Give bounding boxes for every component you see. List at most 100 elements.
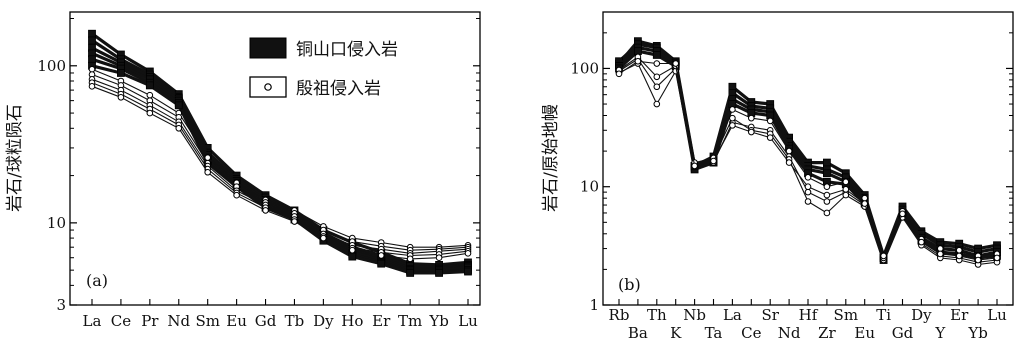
panel-b-point-circle <box>823 198 831 205</box>
panel-b-point-circle <box>823 191 831 199</box>
panel-b-xtick-label-K: K <box>670 324 682 342</box>
panel-b-point-circle <box>955 247 963 254</box>
panel-b-point-circle <box>653 60 661 67</box>
panel-b-point-circle <box>955 252 963 260</box>
panel-b-xtick-label-Sm: Sm <box>834 306 859 324</box>
panel-b-point-circle <box>766 117 774 125</box>
panel-a-point-circle <box>146 109 154 117</box>
panel-b-point-circle <box>937 245 944 252</box>
panel-b-label: (b) <box>618 275 641 294</box>
panel-a-ytick-label: 10 <box>47 214 66 232</box>
panel-a-point-square <box>348 252 357 261</box>
panel-b-point-circle <box>918 238 925 246</box>
panel-b-ytick-label: 1 <box>589 296 599 314</box>
panel-b-point-circle <box>974 256 982 264</box>
panel-b-ylabel: 岩石/原始地幔 <box>541 104 561 212</box>
panel-a-point-circle <box>233 191 240 199</box>
panel-b-point-circle <box>729 122 736 129</box>
panel-b-point-circle <box>993 254 1001 262</box>
panel-a-xtick-label-Tm: Tm <box>398 312 422 330</box>
panel-b-xtick-label-Hf: Hf <box>799 306 819 324</box>
panel-b-point-square <box>634 47 642 56</box>
panel-b-point-circle <box>672 60 680 67</box>
panel-a-point-square <box>435 269 443 277</box>
panel-a-xtick-label-Ho: Ho <box>341 312 363 330</box>
panel-b: 1 10 100 RbBaThKNbTaLaCeSrNdHfZrSmEuTiGdDy… <box>541 11 1014 342</box>
panel-a-xtick-label-Sm: Sm <box>195 312 220 330</box>
panel-b-xtick-label-Ti: Ti <box>876 306 891 324</box>
panel-b-point-circle <box>653 73 661 81</box>
panel-a-xtick-label-Pr: Pr <box>141 312 159 330</box>
panel-a-series-line-8 <box>91 78 469 254</box>
panel-b-series-line-4 <box>618 58 998 257</box>
panel-b-point-square <box>652 51 661 59</box>
panel-b-point-circle <box>785 159 793 166</box>
panel-a-point-circle <box>204 168 211 176</box>
panel-a-point-circle <box>88 83 96 90</box>
panel-a-point-square <box>406 269 415 277</box>
panel-a-point-square <box>464 267 472 276</box>
panel-a-point-circle <box>117 94 125 101</box>
panel-a-label: (a) <box>86 271 108 290</box>
panel-b-point-circle <box>710 157 717 165</box>
panel-b-xtick-label-Nd: Nd <box>778 324 801 342</box>
panel-a-frame <box>69 11 481 306</box>
panel-b-point-circle <box>748 114 755 122</box>
panel-a-series-line-10 <box>91 85 469 260</box>
panel-b-y-ticks: 1 10 100 <box>570 32 1013 314</box>
panel-a-point-circle <box>435 254 443 262</box>
panel-a-point-circle <box>320 234 327 242</box>
panel-b-point-circle <box>729 106 736 113</box>
panel-b-xtick-label-Sr: Sr <box>761 306 779 324</box>
panel-b-xtick-label-Th: Th <box>647 306 667 324</box>
panel-b-point-square <box>823 169 831 178</box>
panel-b-point-square <box>823 158 831 167</box>
panel-a-xtick-label-Lu: Lu <box>458 312 478 330</box>
panel-a-point-square <box>377 259 386 268</box>
panel-b-xtick-label-Gd: Gd <box>892 324 914 342</box>
panel-b-point-circle <box>804 183 812 191</box>
panel-a-xtick-label-Ce: Ce <box>111 312 131 330</box>
panel-b-point-circle <box>691 162 698 170</box>
panel-a-xtick-label-La: La <box>83 312 102 330</box>
panel-b-point-circle <box>937 250 944 258</box>
panel-b-series-line-2 <box>617 45 998 260</box>
legend-filled-square-swatch <box>249 37 287 59</box>
panel-a-xtick-label-Tb: Tb <box>285 312 305 330</box>
panel-b-point-circle <box>653 100 661 108</box>
legend-entry-tongshankou: 铜山口侵入岩 <box>296 40 398 60</box>
panel-a-xtick-label-Dy: Dy <box>313 312 334 330</box>
panel-b-xtick-label-Dy: Dy <box>911 306 932 324</box>
panel-b-xtick-label-Zr: Zr <box>818 324 836 342</box>
panel-b-xtick-label-Ta: Ta <box>705 324 723 342</box>
panel-a: 3 10 100 La Ce Pr Nd Sm Eu Gd Tb Dy Ho Er Tm Yb Lu 岩石/球… <box>5 11 481 330</box>
panel-b-point-circle <box>615 70 623 78</box>
panel-a-xtick-label-Gd: Gd <box>255 312 277 330</box>
panel-b-xtick-label-Rb: Rb <box>609 306 630 324</box>
panel-b-xtick-label-La: La <box>723 306 742 324</box>
panel-a-series-line-7 <box>91 73 469 251</box>
panel-b-point-circle <box>748 128 755 136</box>
panel-b-point-circle <box>842 186 850 193</box>
panel-b-xtick-label-Er: Er <box>950 306 969 324</box>
panel-a-xtick-label-Nd: Nd <box>167 312 190 330</box>
panel-a-point-square <box>145 81 154 90</box>
panel-a-x-ticks: La Ce Pr Nd Sm Eu Gd Tb Dy Ho Er Tm Yb Lu <box>83 299 478 330</box>
panel-b-point-circle <box>823 209 831 217</box>
panel-b-series-line-3 <box>617 49 998 262</box>
panel-b-point-circle <box>880 252 887 260</box>
panel-a-point-circle <box>291 218 298 225</box>
panel-b-xtick-label-Ce: Ce <box>741 324 761 342</box>
panel-a-series-line-0 <box>91 32 469 267</box>
panel-a-point-circle <box>464 250 472 257</box>
panel-a-point-circle <box>262 207 269 214</box>
panel-a-point-square <box>117 69 125 77</box>
legend-entry-yinzu: 殷祖侵入岩 <box>296 79 381 99</box>
panel-b-point-circle <box>804 188 812 196</box>
panel-b-point-circle <box>653 83 661 91</box>
panel-a-point-square <box>88 55 96 64</box>
panel-a-y-ticks: 3 10 100 <box>37 18 480 314</box>
panel-b-point-circle <box>842 178 850 186</box>
